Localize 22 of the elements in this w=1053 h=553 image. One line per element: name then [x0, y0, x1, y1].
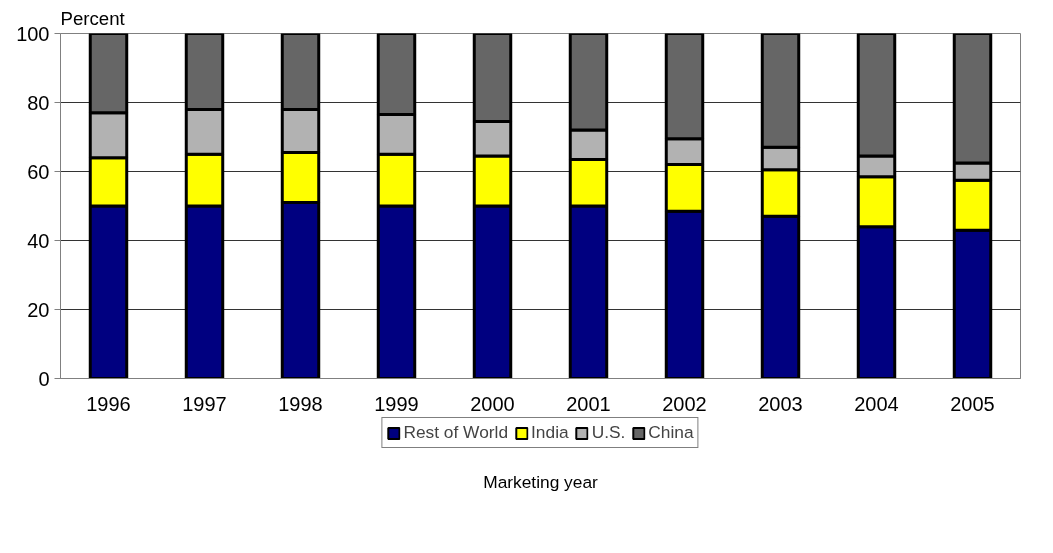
x-tick-label: 1996: [86, 392, 131, 415]
x-axis-title: Marketing year: [483, 471, 599, 492]
y-tick-label: 40: [27, 229, 50, 252]
x-tick-label: 2003: [758, 392, 803, 415]
y-tick-label: 80: [27, 91, 50, 114]
x-tick-label: 2000: [470, 392, 515, 415]
legend-label: Rest of World: [403, 422, 509, 443]
x-tick-label: 2001: [566, 392, 611, 415]
y-tick-label: 0: [38, 367, 50, 390]
y-tick-label: 100: [16, 22, 50, 45]
legend-label: U.S.: [591, 422, 626, 443]
x-tick-label: 1997: [182, 392, 227, 415]
x-tick-label: 2004: [854, 392, 899, 415]
y-tick-label: 60: [27, 160, 50, 183]
y-tick-label: 20: [27, 298, 50, 321]
x-tick-label: 1999: [374, 392, 419, 415]
legend-label: China: [648, 422, 694, 443]
x-tick-label: 1998: [278, 392, 323, 415]
x-tick-label: 2005: [950, 392, 995, 415]
x-tick-label: 2002: [662, 392, 707, 415]
legend-label: India: [531, 422, 569, 443]
y-axis-title: Percent: [60, 7, 126, 29]
